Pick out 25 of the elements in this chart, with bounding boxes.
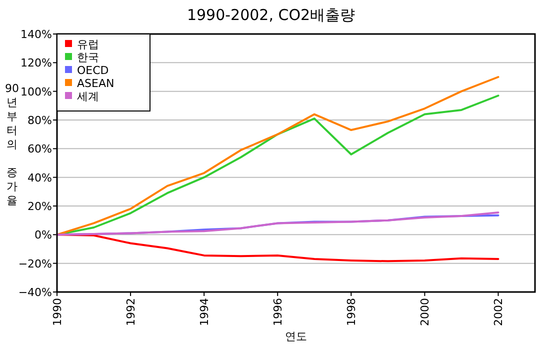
y-tick-label: −40%: [18, 286, 52, 299]
x-tick-label: 1996: [272, 298, 285, 326]
x-tick-label: 1990: [51, 298, 64, 326]
y-tick-label: 20%: [28, 200, 52, 213]
legend-label: 세계: [77, 90, 99, 103]
legend-label: 한국: [77, 51, 99, 64]
y-tick-label: −20%: [18, 257, 52, 270]
text: 90년부터의 증가율: [5, 82, 19, 207]
y-tick-label: 80%: [28, 114, 52, 127]
x-axis-title: 연도: [285, 330, 307, 343]
x-tick-label: 1998: [345, 298, 358, 326]
x-tick-label: 2000: [418, 298, 432, 326]
x-tick-label: 1994: [198, 298, 212, 326]
x-tick-label: 2002: [492, 298, 506, 326]
title: 1990-2002, CO2배출량: [186, 6, 356, 24]
y-tick-label: 140%: [20, 28, 52, 41]
y-tick-label: 120%: [20, 56, 52, 70]
legend-label: OECD: [77, 64, 109, 77]
y-tick-label: 60%: [28, 142, 52, 156]
y-tick-label: 40%: [28, 171, 52, 184]
legend-label: 유럽: [77, 38, 99, 51]
y-tick-label: 0%: [34, 228, 52, 242]
y-tick-label: 100%: [20, 85, 52, 98]
legend-label: ASEAN: [77, 77, 114, 90]
x-tick-label: 1992: [124, 298, 138, 326]
